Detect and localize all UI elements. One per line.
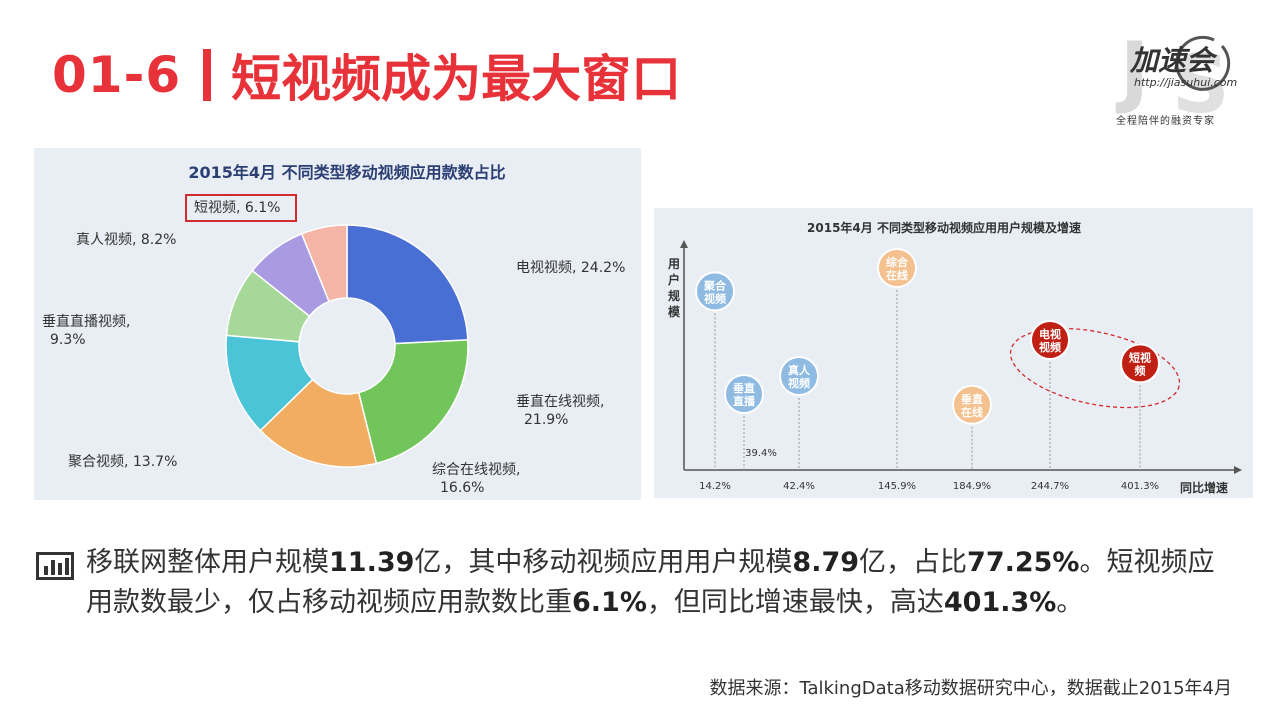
donut-slice-label: 电视视频, 24.2%	[516, 260, 625, 276]
scatter-point	[952, 384, 992, 425]
scatter-point	[877, 248, 917, 288]
donut-slice-label: 垂直直播视频, 9.3%	[42, 313, 130, 348]
summary-part: 移联网整体用户规模	[86, 547, 329, 578]
scatter-point	[779, 356, 819, 396]
x-tick-label: 14.2%	[699, 481, 731, 492]
donut-slice	[259, 378, 378, 468]
page-title: 01-6 短视频成为最大窗口	[52, 40, 681, 110]
x-tick-label: 184.9%	[953, 481, 991, 492]
y-axis-label: 用户规模	[667, 257, 681, 319]
donut-slice-label: 真人视频, 8.2%	[76, 232, 176, 248]
donut-slice	[300, 224, 348, 303]
summary-part: 亿，占比	[859, 547, 968, 578]
x-tick-label: 401.3%	[1121, 481, 1159, 492]
x-tick-label: 145.9%	[878, 481, 916, 492]
summary-value: 6.1%	[572, 587, 647, 618]
summary-value: 8.79	[792, 547, 860, 578]
scatter-point-label: 综合在线	[886, 255, 909, 282]
donut-chart-title: 2015年4月 不同类型移动视频应用款数占比	[188, 163, 505, 182]
highlight-box	[185, 194, 297, 222]
x-axis-arrow	[1234, 466, 1242, 474]
data-source: 数据来源：TalkingData移动数据研究中心，数据截止2015年4月	[709, 678, 1232, 699]
brand-logo: J S 加速会 http://jiasuhui.com	[1115, 27, 1237, 131]
donut-slice-label: 垂直在线视频, 21.9%	[516, 393, 604, 428]
donut-slice	[346, 224, 469, 345]
summary-part: 亿，其中移动视频应用用户规模	[414, 547, 793, 578]
summary-part: 。	[1056, 587, 1084, 618]
summary-part: ，但同比增速最快，高达	[646, 587, 944, 618]
title-divider	[203, 49, 212, 101]
scatter-point	[724, 374, 764, 414]
svg-text:J: J	[1115, 27, 1149, 117]
x-tick-label: 244.7%	[1031, 481, 1069, 492]
scatter-point	[1120, 343, 1160, 384]
x-axis-label: 同比增速	[1180, 480, 1228, 495]
logo-slogan: 全程陪伴的融资专家	[1116, 116, 1215, 127]
scatter-point-label: 真人视频	[788, 363, 811, 390]
scatter-point-label: 短视频	[1129, 350, 1151, 377]
donut-chart: 2015年4月 不同类型移动视频应用款数占比 电视视频, 24.2% 垂直在线视频…	[42, 163, 625, 496]
donut-slice-label: 聚合视频, 13.7%	[68, 454, 177, 470]
summary-text: 移联网整体用户规模11.39亿，其中移动视频应用用户规模8.79亿，占比77.2…	[86, 543, 1236, 623]
summary-value: 77.25%	[967, 547, 1080, 578]
scatter-chart-panel: 2015年4月 不同类型移动视频应用用户规模及增速 用户规模同比增速 14.2% 4…	[654, 208, 1253, 498]
scatter-point-label: 垂直直播	[733, 381, 756, 408]
x-tick-label: 42.4%	[783, 481, 815, 492]
scatter-point-label: 聚合视频	[703, 278, 727, 305]
donut-slice-label: 综合在线视频, 16.6%	[432, 462, 520, 496]
logo-brand-text: 加速会	[1129, 44, 1218, 77]
scatter-point-label: 垂直在线	[961, 392, 983, 419]
donut-slice-label: 短视频, 6.1%	[194, 200, 280, 216]
scatter-point	[1030, 320, 1070, 360]
y-axis-arrow	[680, 240, 688, 248]
summary-value: 11.39	[329, 547, 415, 578]
scatter-chart-title: 2015年4月 不同类型移动视频应用用户规模及增速	[807, 220, 1081, 235]
logo-url-text: http://jiasuhui.com	[1134, 76, 1237, 89]
title-code: 01-6	[52, 46, 182, 104]
title-text: 短视频成为最大窗口	[231, 50, 682, 108]
scatter-point	[695, 271, 735, 312]
donut-chart-panel: 2015年4月 不同类型移动视频应用款数占比 电视视频, 24.2% 垂直在线视频…	[34, 148, 641, 500]
bar-chart-icon	[36, 552, 74, 580]
summary-part: 。短视频应用款数最少，仅占移动视频应用款数比重	[86, 547, 1215, 618]
point-value-label: 39.4%	[745, 448, 777, 459]
donut-slice	[357, 339, 469, 465]
scatter-point-label: 电视视频	[1039, 327, 1061, 354]
summary-value: 401.3%	[943, 587, 1057, 618]
